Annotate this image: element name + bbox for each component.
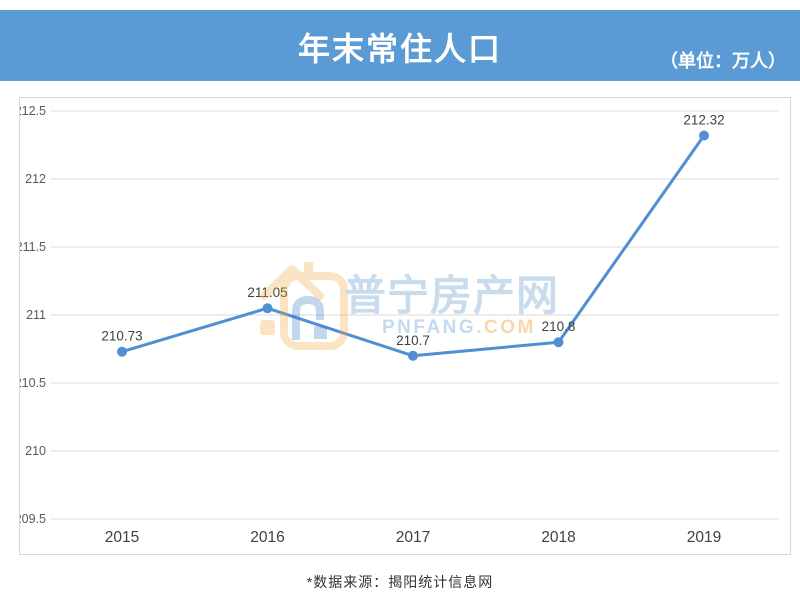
- data-point-label: 210.8: [542, 319, 576, 334]
- y-axis-tick-label: 212: [25, 172, 46, 186]
- x-axis-tick-label: 2017: [396, 529, 430, 546]
- page-title: 年末常住人口: [297, 31, 502, 67]
- y-axis-tick-label: 212.5: [20, 104, 46, 118]
- data-point: [408, 350, 418, 361]
- header-banner: 年末常住人口 （单位：万人）: [0, 10, 800, 81]
- y-axis-tick-label: 209.5: [20, 512, 46, 526]
- x-axis-tick-label: 2016: [250, 529, 284, 546]
- data-point-label: 210.73: [101, 329, 142, 344]
- x-axis-tick-label: 2015: [105, 529, 139, 546]
- data-point-label: 210.7: [396, 333, 430, 348]
- data-point: [553, 337, 564, 348]
- x-axis-tick-label: 2018: [541, 529, 575, 546]
- data-source-note: *数据来源：揭阳统计信息网: [306, 574, 494, 590]
- y-axis-tick-label: 210: [25, 444, 46, 458]
- y-axis-tick-label: 211: [26, 308, 46, 322]
- unit-label: （单位：万人）: [660, 51, 786, 71]
- chart-panel: 212.5 212 211.5 211 210.5 210 209.5 2015 2016 201…: [19, 97, 791, 555]
- data-point-label: 212.32: [683, 112, 724, 127]
- y-axis-tick-label: 210.5: [20, 376, 46, 390]
- data-point-label: 211.05: [247, 285, 287, 300]
- x-axis-tick-label: 2019: [687, 529, 721, 546]
- line-chart-svg: 212.5 212 211.5 211 210.5 210 209.5 2015 2016 201…: [20, 104, 779, 546]
- y-axis-tick-label: 211.5: [20, 240, 46, 254]
- data-point: [699, 130, 709, 141]
- data-point: [262, 303, 273, 314]
- data-point: [117, 346, 127, 357]
- series-line: [120, 133, 706, 358]
